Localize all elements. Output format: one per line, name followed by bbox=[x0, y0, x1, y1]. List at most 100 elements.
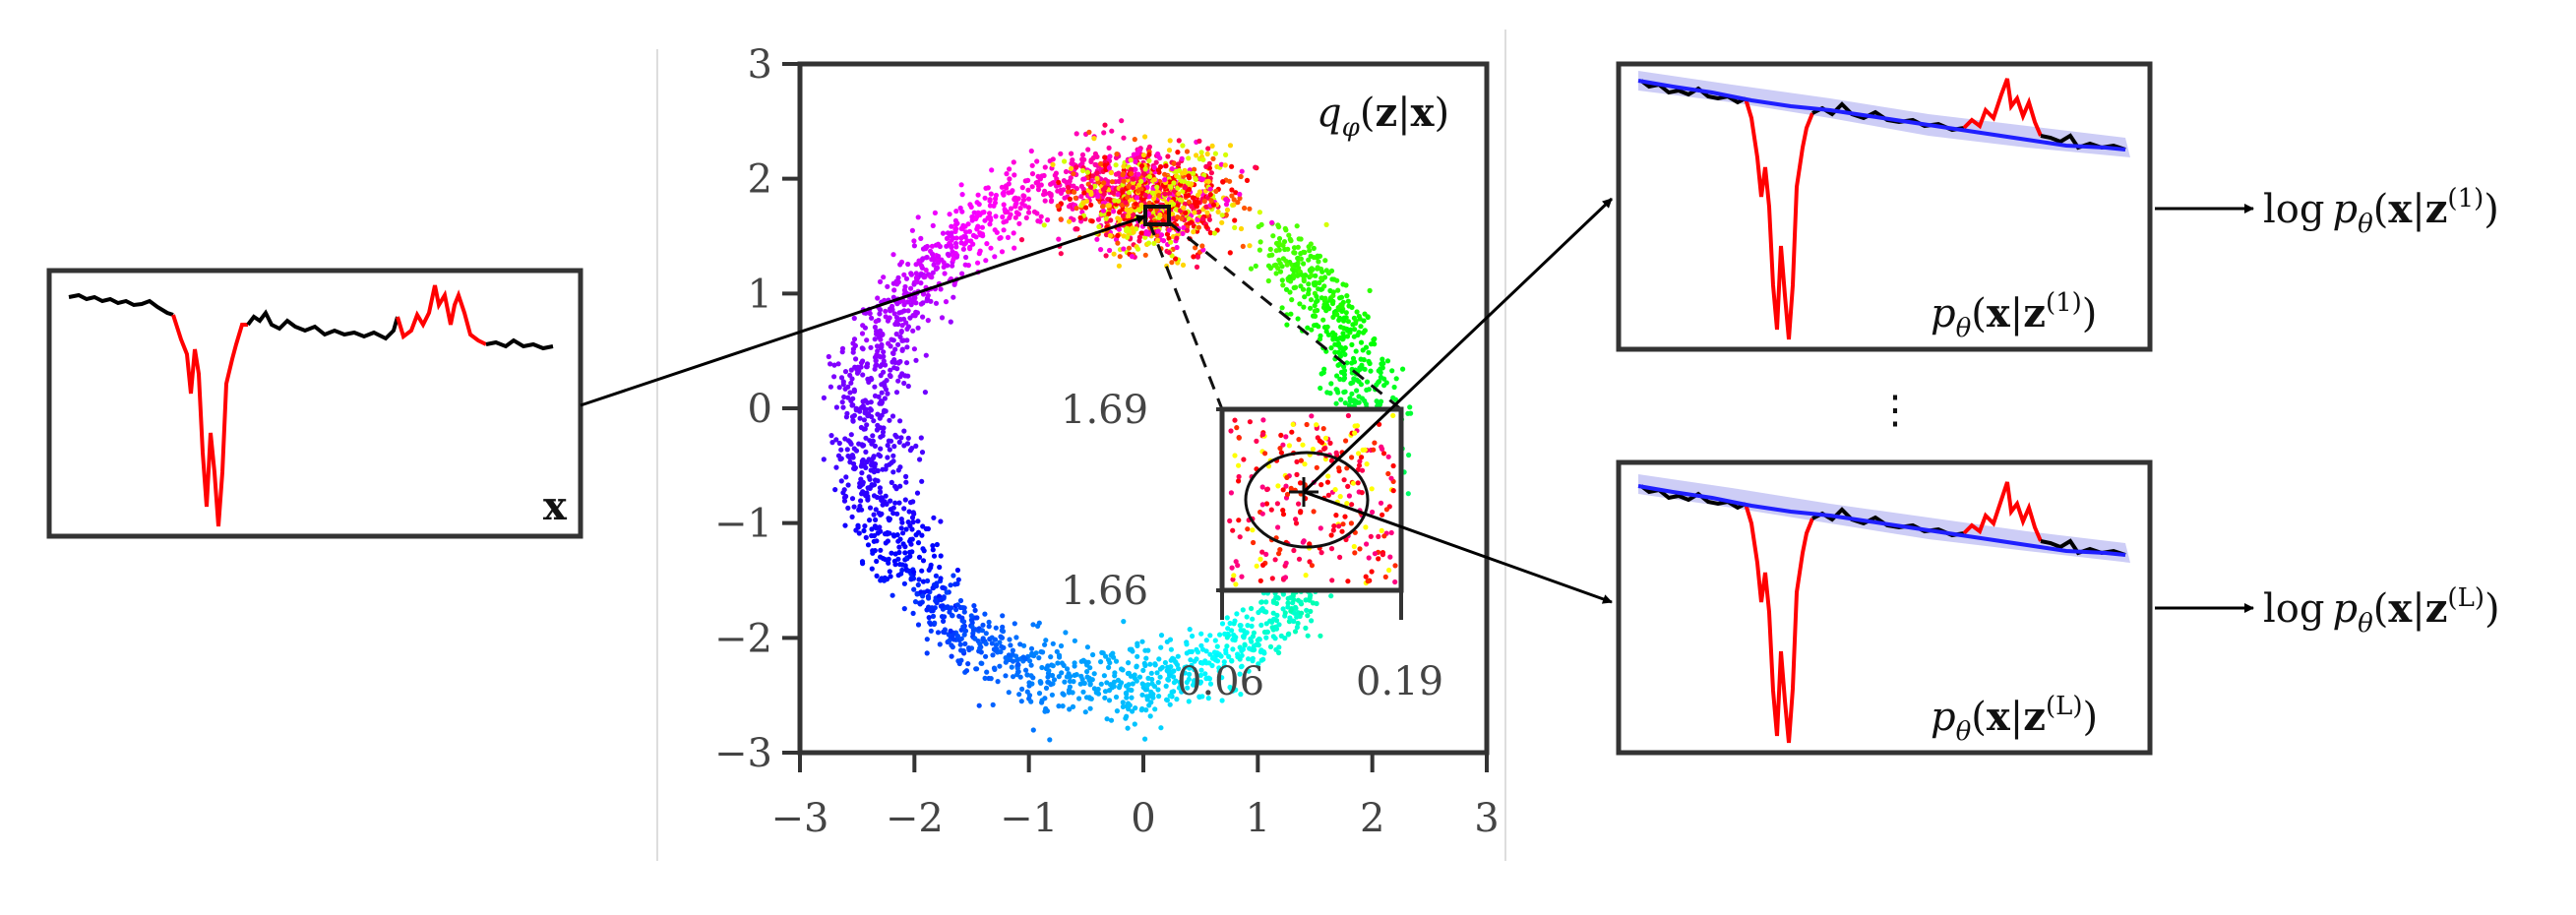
latent-point bbox=[1036, 691, 1043, 697]
latent-point bbox=[1246, 668, 1252, 674]
latent-point bbox=[1038, 214, 1044, 219]
latent-point bbox=[905, 261, 911, 268]
latent-point bbox=[1321, 366, 1327, 372]
latent-point bbox=[926, 615, 932, 621]
latent-point bbox=[1244, 614, 1250, 620]
inset-point bbox=[1251, 539, 1257, 546]
latent-point bbox=[950, 235, 956, 241]
latent-point bbox=[877, 485, 884, 491]
inset-point bbox=[1356, 462, 1363, 468]
latent-point bbox=[1145, 675, 1151, 682]
inset-point bbox=[1392, 563, 1398, 569]
latent-point bbox=[1314, 299, 1319, 305]
latent-point bbox=[1204, 210, 1210, 215]
latent-point bbox=[1142, 192, 1148, 198]
latent-point bbox=[892, 562, 898, 568]
latent-point bbox=[908, 577, 914, 582]
latent-point bbox=[1277, 269, 1284, 274]
latent-point bbox=[954, 633, 961, 640]
latent-point bbox=[1195, 649, 1201, 655]
inset-point bbox=[1372, 551, 1378, 557]
latent-point bbox=[869, 413, 875, 420]
latent-point bbox=[940, 230, 947, 236]
latent-point bbox=[1224, 207, 1231, 213]
latent-point bbox=[1406, 452, 1412, 458]
latent-point bbox=[1301, 304, 1307, 310]
latent-point bbox=[1193, 245, 1198, 251]
latent-point bbox=[1207, 186, 1213, 192]
latent-point bbox=[838, 478, 844, 484]
latent-point bbox=[826, 353, 831, 360]
latent-point bbox=[953, 209, 959, 214]
latent-point bbox=[880, 433, 886, 439]
latent-point bbox=[897, 334, 903, 339]
latent-point bbox=[1143, 230, 1149, 236]
inset-point bbox=[1264, 486, 1270, 493]
latent-point bbox=[958, 240, 964, 246]
latent-point bbox=[1036, 620, 1042, 626]
latent-point bbox=[1258, 657, 1264, 663]
inset-point bbox=[1320, 426, 1326, 432]
latent-point bbox=[1158, 644, 1164, 650]
latent-point bbox=[1257, 636, 1262, 642]
latent-point bbox=[1187, 627, 1193, 633]
latent-point bbox=[1070, 690, 1075, 696]
latent-point bbox=[1181, 205, 1187, 211]
latent-point bbox=[1158, 633, 1165, 639]
latent-point bbox=[905, 324, 912, 330]
latent-point bbox=[1078, 194, 1084, 200]
latent-point bbox=[872, 384, 878, 390]
latent-point bbox=[1058, 251, 1064, 257]
latent-point bbox=[911, 569, 917, 575]
latent-point bbox=[1186, 173, 1192, 179]
latent-point bbox=[1087, 682, 1093, 688]
latent-point bbox=[894, 511, 900, 517]
inset-point bbox=[1346, 493, 1352, 499]
latent-point bbox=[1286, 232, 1292, 238]
inset-point bbox=[1241, 457, 1247, 462]
latent-point bbox=[1142, 134, 1148, 140]
latent-point bbox=[1073, 206, 1079, 212]
latent-point bbox=[872, 393, 879, 398]
inset-point bbox=[1390, 462, 1396, 469]
latent-point bbox=[884, 462, 889, 468]
latent-point bbox=[1102, 689, 1109, 695]
latent-point bbox=[1291, 245, 1298, 251]
latent-point bbox=[1251, 643, 1257, 649]
latent-point bbox=[937, 564, 943, 571]
inset-point bbox=[1354, 423, 1361, 429]
latent-point bbox=[864, 422, 870, 428]
latent-point bbox=[906, 509, 912, 515]
latent-point bbox=[867, 311, 873, 317]
latent-point bbox=[1251, 630, 1257, 636]
latent-point bbox=[1179, 215, 1185, 221]
latent-point bbox=[1048, 682, 1054, 688]
latent-point bbox=[1054, 648, 1060, 654]
latent-point bbox=[907, 553, 913, 560]
inset-point bbox=[1260, 417, 1266, 423]
latent-point bbox=[1205, 696, 1211, 702]
latent-point bbox=[941, 264, 947, 270]
latent-point bbox=[1112, 198, 1118, 204]
latent-point bbox=[1307, 268, 1313, 274]
latent-point bbox=[847, 372, 853, 378]
latent-point bbox=[983, 258, 989, 264]
latent-point bbox=[953, 607, 959, 613]
inset-point bbox=[1294, 458, 1300, 464]
latent-point bbox=[879, 511, 885, 517]
latent-point bbox=[1294, 223, 1300, 229]
latent-point bbox=[1046, 190, 1053, 197]
latent-point bbox=[1066, 690, 1072, 696]
latent-point bbox=[938, 597, 945, 603]
latent-point bbox=[1214, 652, 1220, 658]
inset-point bbox=[1385, 470, 1391, 477]
latent-point bbox=[873, 358, 879, 364]
inset-point bbox=[1314, 422, 1319, 428]
latent-point bbox=[1170, 655, 1176, 661]
latent-point bbox=[853, 448, 860, 454]
latent-point bbox=[851, 389, 858, 395]
latent-point bbox=[1284, 262, 1290, 268]
latent-point bbox=[1056, 674, 1062, 680]
latent-point bbox=[887, 447, 892, 453]
latent-point bbox=[1184, 227, 1191, 233]
